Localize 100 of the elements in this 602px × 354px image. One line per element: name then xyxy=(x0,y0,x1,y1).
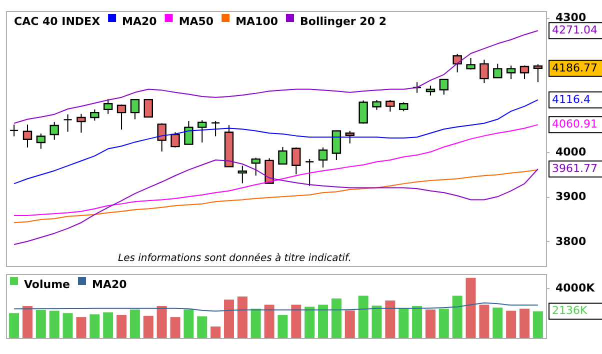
candlestick xyxy=(439,78,449,96)
candlestick xyxy=(318,146,328,168)
candlestick xyxy=(372,100,382,110)
legend-label: MA50 xyxy=(178,15,214,28)
candlestick xyxy=(116,104,126,130)
candlestick xyxy=(251,157,260,176)
bar xyxy=(9,313,20,338)
bar xyxy=(506,310,516,338)
candlestick xyxy=(412,82,422,94)
candlestick xyxy=(452,53,462,73)
line-series xyxy=(14,159,538,246)
bar xyxy=(250,308,261,338)
text: 2136K xyxy=(552,304,588,318)
candlestick xyxy=(332,130,342,160)
candlestick xyxy=(9,124,19,137)
bar xyxy=(210,326,221,338)
data-label: 4116.4 xyxy=(552,92,590,106)
bar xyxy=(385,300,396,338)
bar xyxy=(520,308,530,338)
candlestick xyxy=(210,120,220,137)
bar xyxy=(264,304,274,338)
legend-label: Bollinger 20 2 xyxy=(300,15,386,28)
candlestick xyxy=(184,120,194,145)
bar xyxy=(237,296,248,338)
legend-label: Volume xyxy=(24,278,70,291)
candlestick xyxy=(278,146,288,165)
bar xyxy=(103,312,114,338)
y-tick-label: 3900 xyxy=(556,190,586,204)
bar xyxy=(130,310,140,338)
bar xyxy=(398,308,409,338)
data-label: 4271.04 xyxy=(552,24,598,37)
candlestick xyxy=(292,146,301,175)
candlestick xyxy=(493,63,502,78)
line-series xyxy=(14,169,538,224)
bar xyxy=(143,316,154,338)
bar xyxy=(156,306,167,338)
candlestick xyxy=(76,113,86,134)
bar xyxy=(62,313,73,338)
candlestick xyxy=(426,85,436,96)
candlestick xyxy=(144,98,153,118)
candlestick xyxy=(170,132,180,148)
y-tick-label: 4000K xyxy=(556,281,596,294)
bar xyxy=(466,278,476,338)
candlestick xyxy=(36,133,46,150)
candlestick xyxy=(506,65,516,80)
bar xyxy=(36,310,46,338)
candlestick xyxy=(50,121,59,140)
candlestick xyxy=(22,124,32,148)
bar xyxy=(170,317,180,338)
data-label: 3961.77 xyxy=(552,162,598,176)
bar xyxy=(197,316,208,338)
bar xyxy=(479,304,490,338)
candlestick xyxy=(304,158,314,186)
candlestick xyxy=(157,122,166,152)
bar xyxy=(76,317,86,338)
y-tick-label: 4300 xyxy=(556,11,586,24)
bar xyxy=(438,308,449,338)
bar xyxy=(304,306,315,338)
legend-label: MA20 xyxy=(92,278,128,291)
bar xyxy=(412,306,422,338)
bar xyxy=(278,315,288,338)
chart-title: CAC 40 INDEX xyxy=(14,15,101,28)
candlestick xyxy=(103,98,113,114)
candlestick xyxy=(63,114,72,132)
candlestick xyxy=(90,108,100,122)
candlestick xyxy=(198,120,207,144)
bar xyxy=(49,310,60,338)
line-series xyxy=(14,30,538,124)
bar xyxy=(372,306,382,338)
candlestick xyxy=(386,100,395,112)
bar xyxy=(492,308,503,338)
bar xyxy=(358,296,368,338)
candlestick xyxy=(238,165,248,184)
bar xyxy=(116,315,127,338)
legend-label: MA20 xyxy=(122,15,158,28)
legend-label: MA100 xyxy=(236,15,278,28)
bar xyxy=(331,298,342,338)
candlestick xyxy=(520,65,530,80)
bar xyxy=(90,314,100,338)
data-label: 4060.91 xyxy=(552,118,598,131)
candlestick xyxy=(480,59,489,84)
candlestick xyxy=(533,64,543,83)
candlestick xyxy=(264,158,274,184)
line-series xyxy=(14,99,538,184)
bar xyxy=(452,296,462,338)
candlestick xyxy=(358,100,368,124)
y-tick-label: 3800 xyxy=(556,234,586,248)
bar xyxy=(22,306,32,338)
y-tick-label: 4000 xyxy=(556,145,586,158)
bar xyxy=(291,304,302,338)
bar xyxy=(344,310,355,338)
bar xyxy=(224,300,234,338)
annotation: Les informations sont données à titre indicatif. xyxy=(118,253,352,264)
text: 4186.77 xyxy=(552,61,598,74)
bar xyxy=(532,311,543,338)
candlestick xyxy=(130,98,140,120)
bar xyxy=(184,310,194,338)
bar xyxy=(425,310,436,338)
candlestick xyxy=(345,130,354,144)
line-series xyxy=(14,124,538,216)
